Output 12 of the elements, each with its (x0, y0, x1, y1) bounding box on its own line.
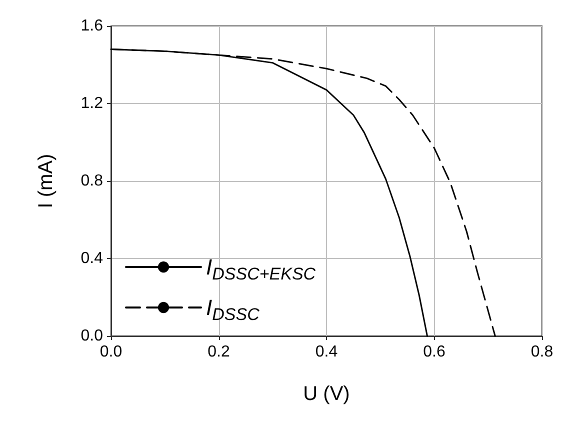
y-tick-label: 1.2 (80, 95, 104, 112)
x-axis-title: U (V) (303, 383, 350, 405)
y-tick-label: 0.4 (80, 250, 104, 267)
x-tick-label: 0.6 (423, 344, 446, 360)
x-tick-label: 0.0 (100, 344, 122, 360)
x-tick-label: 0.4 (315, 344, 338, 360)
y-tick-label: 1.6 (80, 18, 104, 34)
x-tick-label: 0.2 (208, 344, 230, 360)
y-axis-title: I (mA) (35, 154, 57, 208)
y-tick-label: 0.0 (80, 328, 104, 344)
x-tick-label: 0.8 (530, 344, 554, 360)
y-tick-label: 0.8 (80, 172, 104, 190)
